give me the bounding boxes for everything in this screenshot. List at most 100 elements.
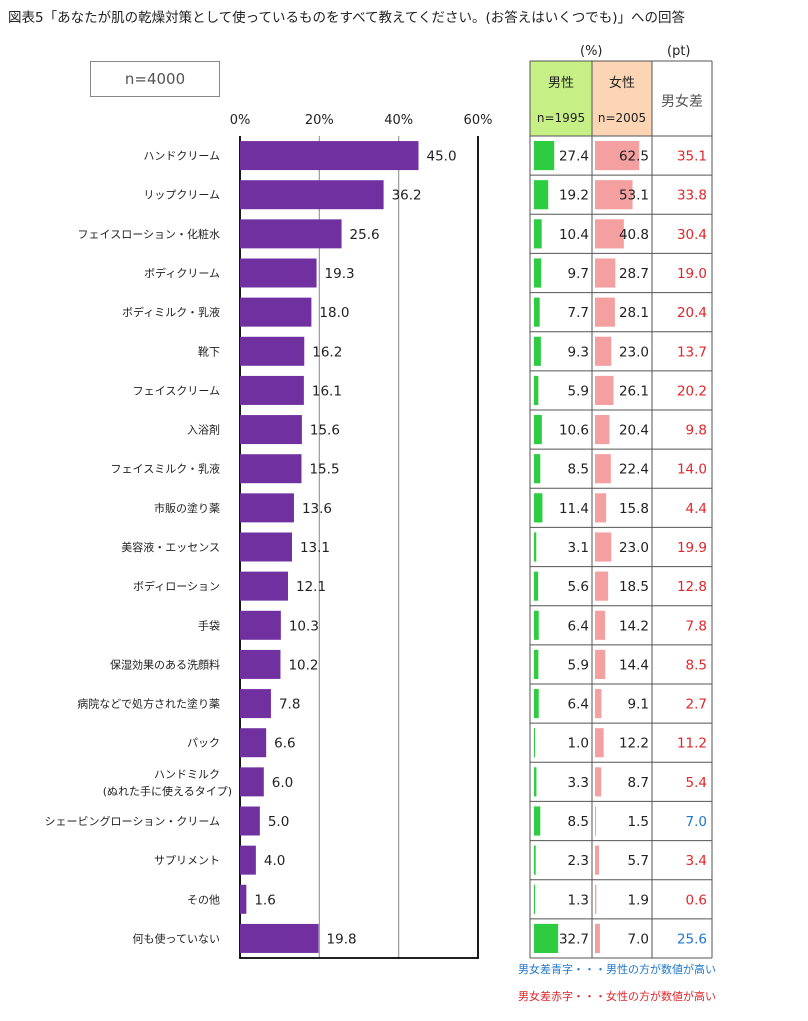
female-value: 23.0: [619, 344, 649, 360]
category-label: 靴下: [198, 344, 220, 358]
male-value: 1.0: [568, 736, 589, 752]
sample-size-box: n=4000: [90, 61, 220, 97]
category-label: パック: [187, 737, 220, 750]
data-label: 10.2: [288, 657, 318, 673]
diff-value: 14.0: [677, 462, 707, 478]
male-mini-bar: [534, 767, 537, 797]
bar: [240, 923, 319, 953]
female-mini-bar: [595, 180, 633, 210]
data-label: 6.6: [274, 736, 295, 752]
female-value: 1.9: [628, 892, 649, 908]
male-mini-bar: [534, 532, 537, 562]
male-mini-bar: [534, 728, 535, 758]
diff-value: 35.1: [677, 149, 707, 165]
male-mini-bar: [534, 649, 539, 679]
female-mini-bar: [595, 806, 597, 836]
female-value: 18.5: [619, 579, 649, 595]
bar: [240, 141, 419, 171]
data-label: 19.3: [325, 266, 355, 282]
female-value: 22.4: [619, 462, 649, 478]
category-label: 入浴剤: [187, 423, 220, 437]
male-value: 6.4: [568, 697, 589, 713]
note-blue-legend: 男女差青字・・・男性の方が数値が高い: [518, 963, 716, 976]
bar: [240, 571, 288, 601]
female-header: 女性: [609, 75, 635, 91]
female-mini-bar: [595, 649, 606, 679]
bar: [240, 728, 267, 758]
x-tick-label: 60%: [464, 113, 493, 128]
diff-value: 4.4: [686, 501, 707, 517]
bar: [240, 610, 281, 640]
male-value: 8.5: [568, 814, 589, 830]
male-mini-bar: [534, 923, 559, 953]
bar: [240, 375, 304, 405]
female-mini-bar: [595, 767, 602, 797]
data-label: 18.0: [319, 305, 349, 321]
category-label: 病院などで処方された塗り薬: [77, 697, 220, 711]
male-value: 8.5: [568, 462, 589, 478]
male-value: 10.6: [559, 423, 589, 439]
category-label: フェイスクリーム: [133, 384, 220, 397]
data-label: 16.1: [312, 383, 342, 399]
percent-unit-label: (%): [580, 44, 603, 59]
male-mini-bar: [534, 297, 540, 327]
category-label: その他: [187, 893, 220, 906]
female-value: 5.7: [628, 853, 649, 869]
bar: [240, 806, 260, 836]
male-value: 5.9: [568, 657, 589, 673]
bar: [240, 767, 264, 797]
male-mini-bar: [534, 219, 542, 249]
bar: [240, 845, 256, 875]
female-value: 14.2: [619, 618, 649, 634]
data-label: 45.0: [427, 149, 457, 165]
female-mini-bar: [595, 532, 612, 562]
category-label: 市販の塗り薬: [154, 501, 220, 515]
female-mini-bar: [595, 141, 640, 171]
category-label: ボディローション: [133, 579, 220, 593]
diff-value: 13.7: [677, 344, 707, 360]
female-mini-bar: [595, 219, 624, 249]
male-value: 11.4: [559, 501, 589, 517]
data-label: 7.8: [279, 697, 300, 713]
diff-value: 20.2: [677, 383, 707, 399]
female-mini-bar: [595, 923, 600, 953]
data-label: 25.6: [350, 227, 380, 243]
bar: [240, 219, 342, 249]
female-value: 26.1: [619, 383, 649, 399]
bar: [240, 493, 294, 523]
pt-unit-label: (pt): [667, 44, 691, 59]
female-value: 12.2: [619, 736, 649, 752]
data-label: 19.8: [327, 931, 357, 947]
sample-size-label: n=4000: [124, 70, 186, 88]
female-mini-bar: [595, 415, 610, 445]
male-value: 2.3: [568, 853, 589, 869]
diff-value: 3.4: [686, 853, 707, 869]
x-tick-label: 40%: [384, 113, 413, 128]
category-label: 何も使っていない: [133, 932, 220, 945]
female-value: 1.5: [628, 814, 649, 830]
diff-value: 7.0: [686, 814, 707, 830]
female-mini-bar: [595, 258, 616, 288]
category-label: 手袋: [198, 618, 220, 632]
male-mini-bar: [534, 141, 555, 171]
male-header-bg: [530, 61, 592, 136]
male-value: 19.2: [559, 188, 589, 204]
male-mini-bar: [534, 493, 543, 523]
female-value: 9.1: [628, 697, 649, 713]
category-label: ハンドミルク: [154, 768, 220, 781]
female-value: 23.0: [619, 540, 649, 556]
data-label: 1.6: [254, 892, 275, 908]
bar: [240, 649, 281, 679]
bar: [240, 884, 247, 914]
category-label: フェイスミルク・乳液: [111, 462, 220, 476]
female-mini-bar: [595, 571, 609, 601]
male-value: 6.4: [568, 618, 589, 634]
data-label: 10.3: [289, 618, 319, 634]
male-mini-bar: [534, 610, 539, 640]
diff-value: 11.2: [677, 736, 707, 752]
female-value: 62.5: [619, 149, 649, 165]
male-mini-bar: [534, 375, 539, 405]
diff-value: 30.4: [677, 227, 707, 243]
bar: [240, 180, 384, 210]
male-mini-bar: [534, 336, 541, 366]
